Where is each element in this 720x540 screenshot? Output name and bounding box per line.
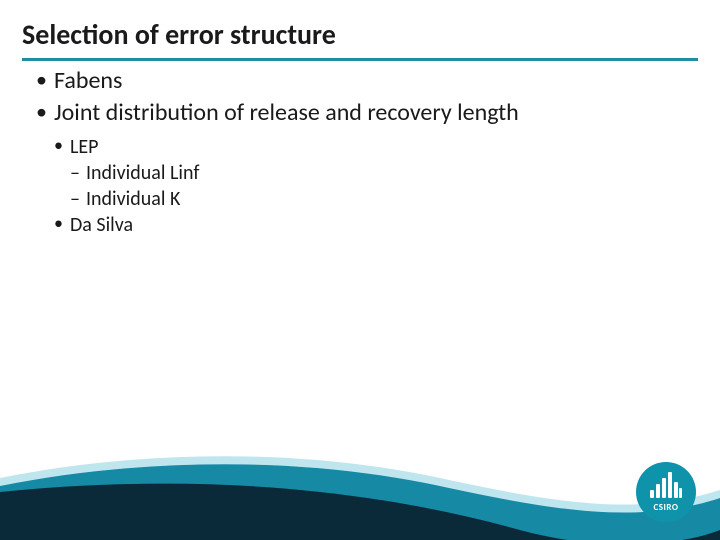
bullet-level1: Joint distribution of release and recove…: [36, 98, 700, 128]
slide-title: Selection of error structure: [22, 20, 336, 51]
bullet-level1: Fabens: [36, 66, 700, 96]
bullet-text: Joint distribution of release and recove…: [54, 98, 519, 127]
bullet-text: Individual Linf: [86, 161, 199, 185]
wave-dark: [0, 484, 720, 540]
bullet-text: Individual K: [86, 187, 180, 211]
wave-light: [0, 456, 720, 512]
bullet-level3: Individual Linf: [70, 160, 700, 186]
bullet-text: Da Silva: [70, 213, 133, 237]
bullet-text: LEP: [70, 135, 99, 159]
slide-footer: [0, 420, 720, 540]
slide-content: Fabens Joint distribution of release and…: [36, 66, 700, 238]
bullet-level3: Individual K: [70, 186, 700, 212]
wave-teal: [0, 464, 720, 540]
bullet-level2: LEP: [54, 134, 700, 160]
bullet-level2: Da Silva: [54, 212, 700, 238]
org-badge: CSIRO: [636, 462, 696, 522]
bullet-text: Fabens: [54, 66, 122, 95]
slide: Selection of error structure Fabens Join…: [0, 0, 720, 540]
footer-wave-icon: [0, 420, 720, 540]
title-underline: [22, 58, 698, 61]
badge-label: CSIRO: [654, 502, 679, 513]
badge-bars-icon: [649, 472, 683, 500]
